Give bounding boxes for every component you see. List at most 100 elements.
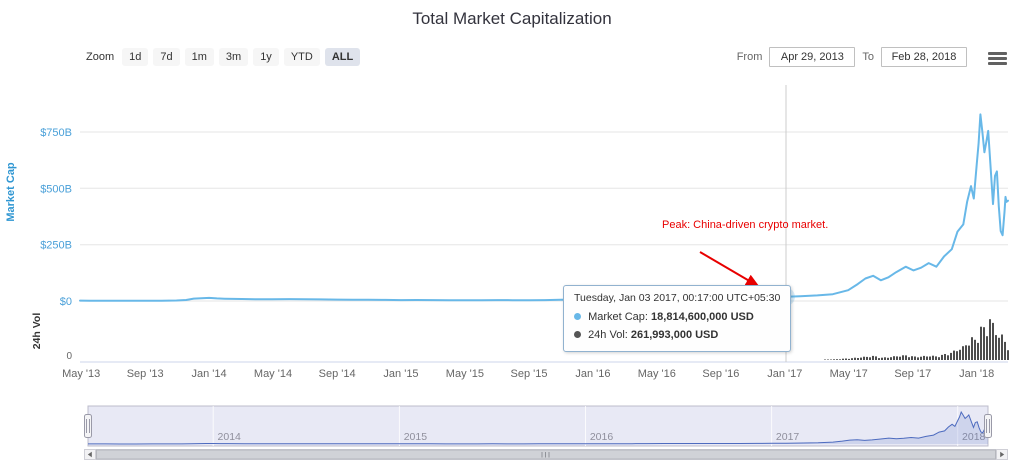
volume-bar <box>983 327 985 360</box>
x-axis-tick-label: Jan '14 <box>192 368 227 380</box>
volume-bar <box>860 357 862 360</box>
tooltip-volume-value: 261,993,000 USD <box>630 328 719 341</box>
volume-bar <box>848 358 850 360</box>
x-axis-tick-label: Sep '15 <box>511 368 548 380</box>
from-date-input[interactable] <box>769 47 856 67</box>
date-range-controls: From To <box>737 47 967 67</box>
volume-bar <box>992 322 994 360</box>
volume-bar <box>932 355 934 360</box>
volume-bar <box>920 356 922 360</box>
volume-bar <box>908 357 910 360</box>
volume-bar <box>917 357 919 360</box>
volume-bar <box>902 355 904 360</box>
navigator-year-label: 2016 <box>590 431 614 443</box>
to-label: To <box>862 51 874 63</box>
volume-bar <box>905 355 907 360</box>
zoom-button-all[interactable]: ALL <box>324 48 361 66</box>
x-axis-tick-label: May '16 <box>638 368 676 380</box>
navigator-year-label: 2014 <box>218 431 242 443</box>
zoom-button-1m[interactable]: 1m <box>184 48 214 66</box>
tooltip-header: Tuesday, Jan 03 2017, 00:17:00 UTC+05:30 <box>574 292 781 304</box>
volume-bar <box>911 356 913 360</box>
volume-axis-title: 24h Vol <box>31 313 43 350</box>
hamburger-bar <box>988 52 1007 55</box>
navigator-area <box>88 412 988 444</box>
x-axis-tick-label: Sep '13 <box>127 368 164 380</box>
volume-bar <box>998 337 1000 360</box>
volume-bar <box>869 357 871 360</box>
navigator-line <box>88 410 989 445</box>
volume-bar <box>824 359 826 360</box>
volume-bar <box>974 339 976 360</box>
volume-bar <box>962 346 964 360</box>
x-axis-tick-label: Jan '16 <box>575 368 610 380</box>
tooltip: Tuesday, Jan 03 2017, 00:17:00 UTC+05:30… <box>563 285 792 353</box>
volume-bar <box>968 345 970 360</box>
volume-bar <box>986 336 988 360</box>
volume-bar <box>842 358 844 360</box>
x-axis-tick-label: Jan '17 <box>767 368 802 380</box>
volume-axis-tick-label: 0 <box>66 351 72 362</box>
zoom-button-1y[interactable]: 1y <box>253 48 279 66</box>
volume-bar <box>971 337 973 360</box>
to-date-input[interactable] <box>881 47 967 67</box>
volume-bar <box>1004 341 1006 360</box>
hamburger-icon[interactable] <box>988 52 1007 65</box>
arrow-right-icon <box>1000 451 1005 458</box>
market-cap-line[interactable] <box>79 113 1009 302</box>
zoom-button-3m[interactable]: 3m <box>218 48 249 66</box>
zoom-button-1d[interactable]: 1d <box>122 48 149 66</box>
volume-bar <box>914 356 916 360</box>
volume-bar <box>884 357 886 360</box>
range-selector: Zoom 1d 7d 1m 3m 1y YTD ALL <box>86 48 361 66</box>
volume-bar <box>887 357 889 360</box>
zoom-button-ytd[interactable]: YTD <box>283 48 320 66</box>
tooltip-volume-label: 24h Vol: <box>588 328 628 341</box>
volume-bar <box>827 359 829 360</box>
volume-bar <box>830 359 832 360</box>
navigator-year-label: 2015 <box>404 431 428 443</box>
volume-bar <box>944 354 946 360</box>
volume-bar <box>836 359 838 360</box>
zoom-button-7d[interactable]: 7d <box>153 48 180 66</box>
x-axis-tick-label: Sep '17 <box>894 368 931 380</box>
volume-bar <box>872 355 874 360</box>
y-axis-tick-label: $250B <box>40 240 72 252</box>
volume-bar <box>851 358 853 360</box>
x-axis-tick-label: Sep '16 <box>702 368 739 380</box>
volume-bar <box>881 357 883 360</box>
tooltip-row-volume: 24h Vol: 261,993,000 USD <box>574 327 780 345</box>
navigator-year-label: 2018 <box>962 431 986 443</box>
volume-bar <box>935 356 937 360</box>
volume-bar <box>965 345 967 360</box>
volume-bar <box>923 355 925 360</box>
volume-bar <box>959 349 961 360</box>
volume-bar <box>866 356 868 360</box>
x-axis-tick-label: Jan '18 <box>959 368 994 380</box>
volume-bar <box>890 357 892 360</box>
navigator-handle-left[interactable] <box>84 414 92 438</box>
from-label: From <box>736 51 763 63</box>
x-axis-tick-label: May '15 <box>446 368 484 380</box>
volume-bar <box>845 358 847 360</box>
navigator-year-label: 2017 <box>776 431 800 443</box>
volume-bar <box>995 335 997 360</box>
navigator-handle-right[interactable] <box>984 414 992 438</box>
volume-bar <box>929 356 931 360</box>
x-axis-tick-label: Sep '14 <box>319 368 356 380</box>
volume-bar <box>839 359 841 360</box>
volume-point-icon <box>574 330 581 338</box>
volume-bar <box>941 354 943 360</box>
annotation-text: Peak: China-driven crypto market. <box>662 219 829 231</box>
volume-bar <box>833 359 835 360</box>
volume-bar <box>1001 334 1003 360</box>
volume-bar <box>950 352 952 360</box>
arrow-left-icon <box>87 451 92 458</box>
volume-bar <box>896 356 898 360</box>
y-axis-tick-label: $750B <box>40 127 72 139</box>
volume-bar <box>977 342 979 360</box>
volume-bar <box>878 358 880 360</box>
volume-bar <box>899 356 901 360</box>
volume-bar <box>938 357 940 360</box>
